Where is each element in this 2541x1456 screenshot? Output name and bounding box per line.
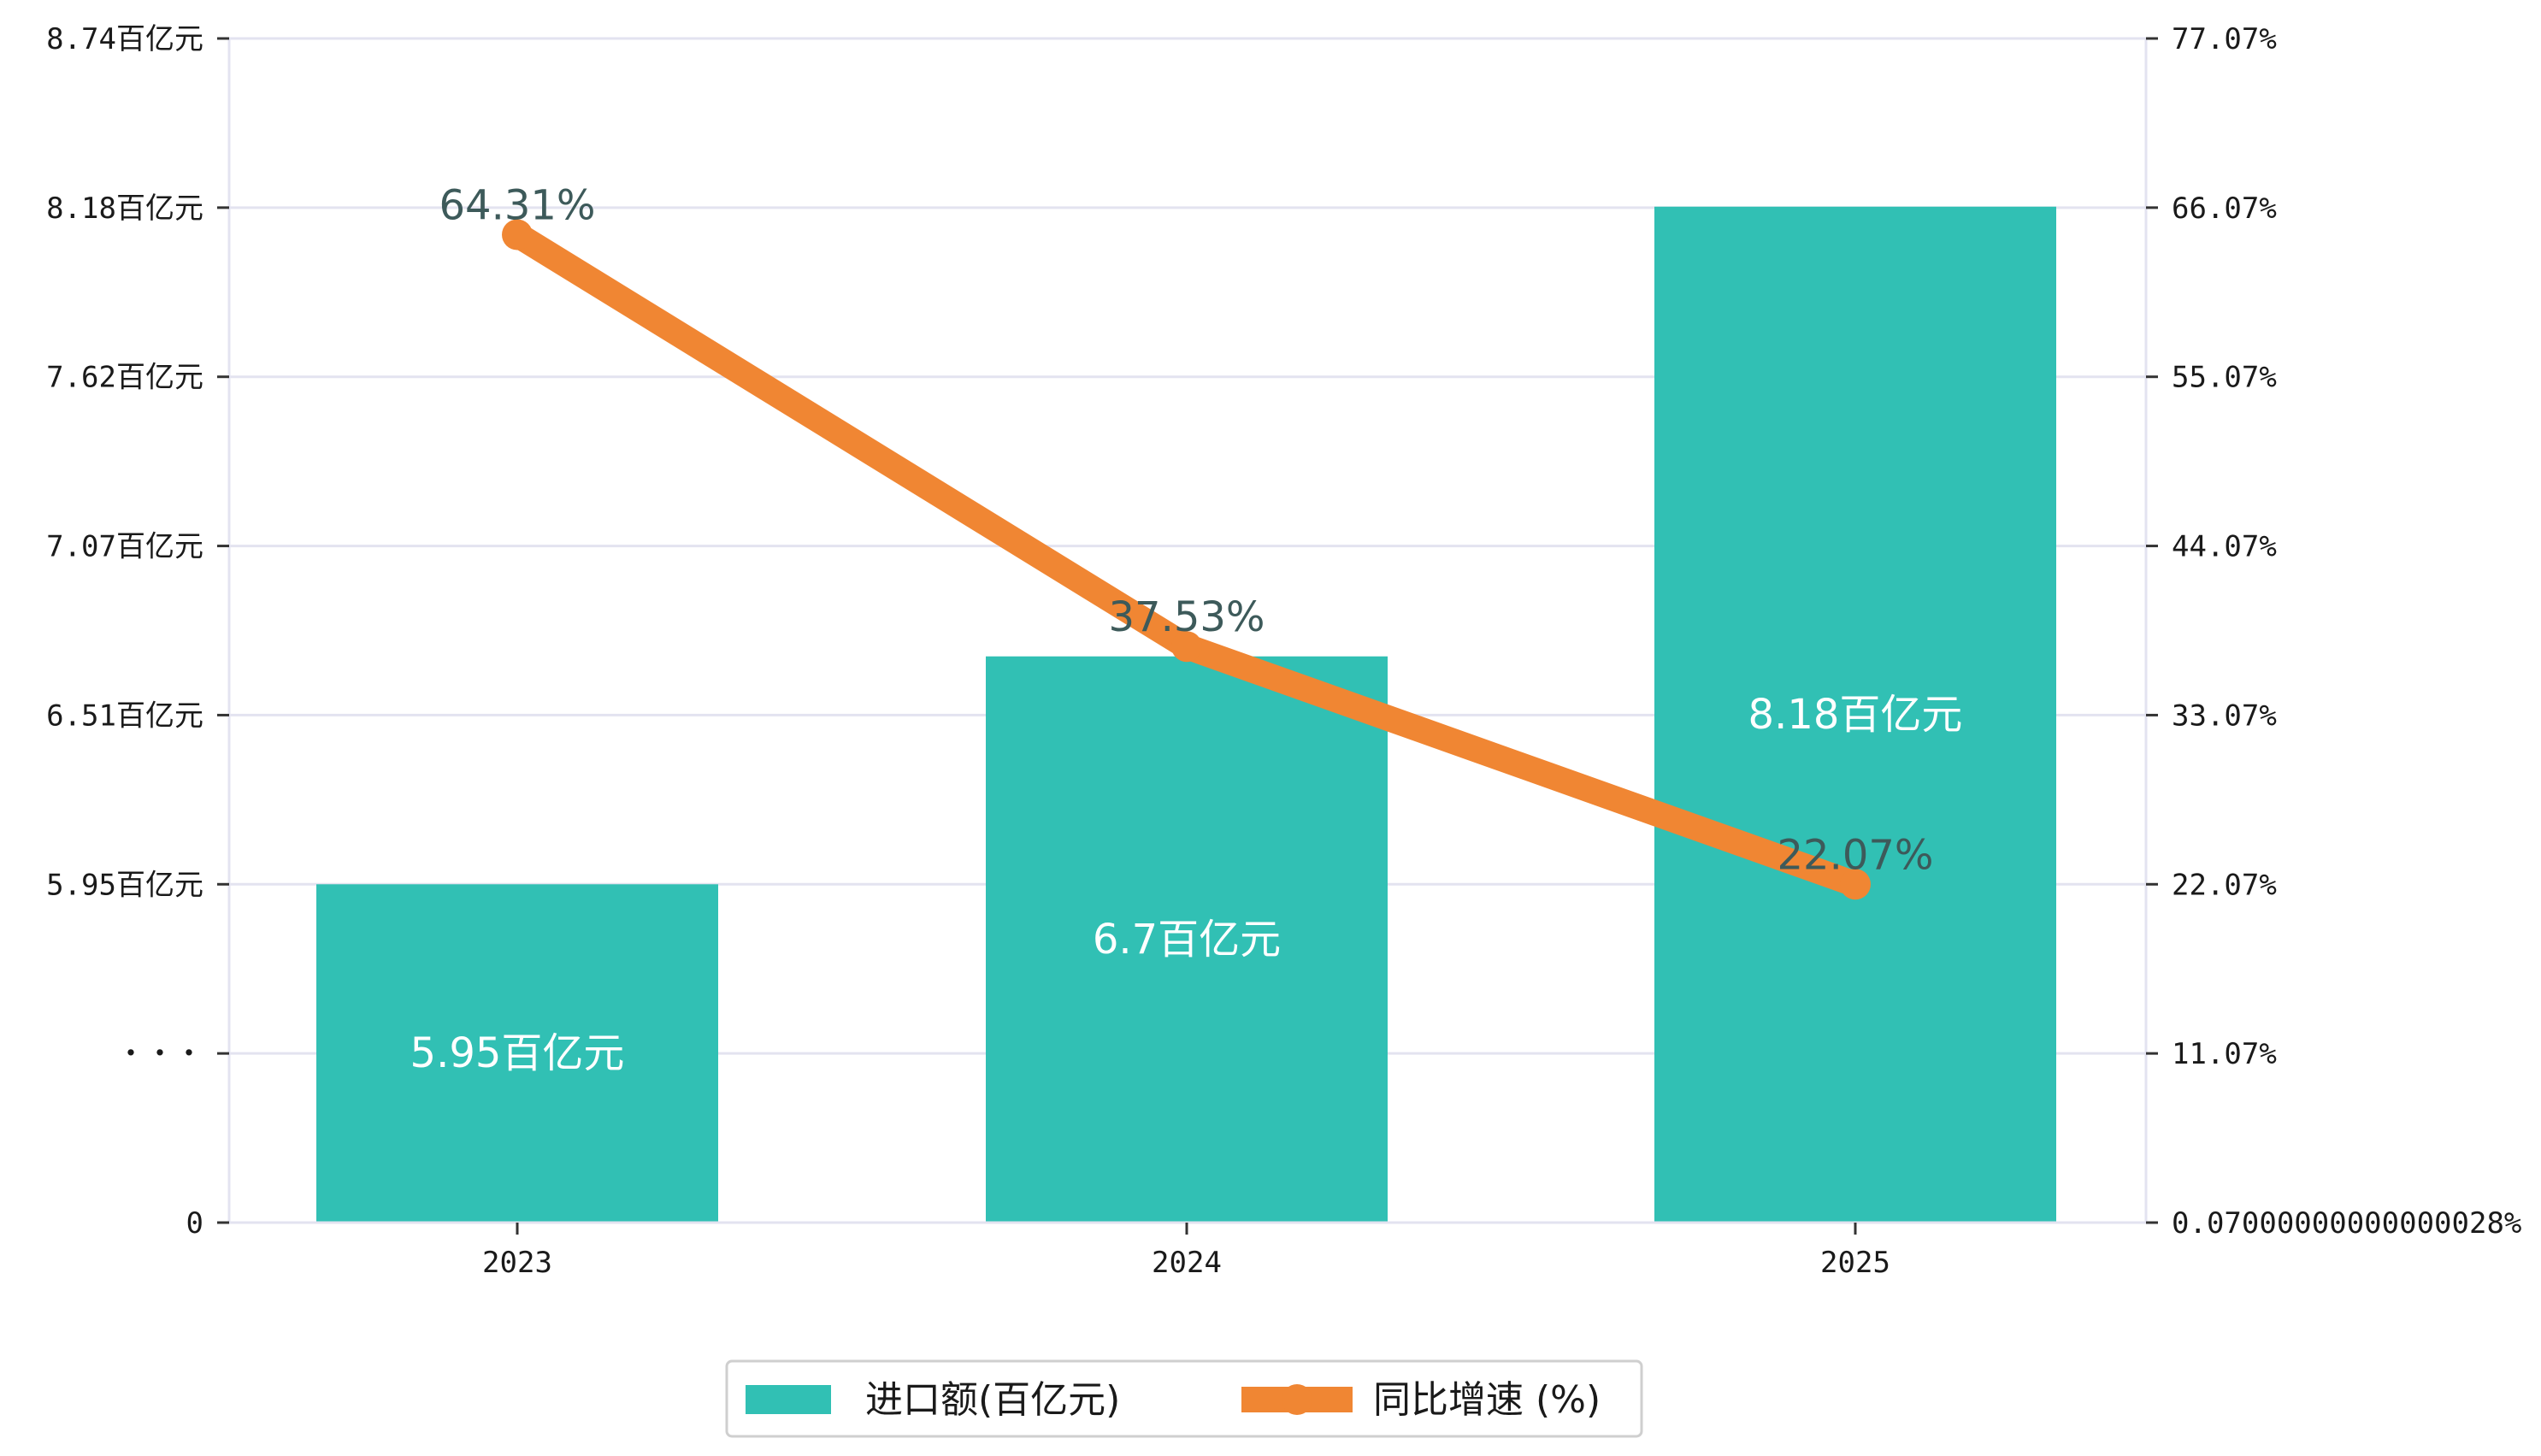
left-axis-ticks: 0 ・・・ 5.95百亿元 6.51百亿元 7.07百亿元 7.62百亿元 8.18百亿元 8… bbox=[46, 22, 229, 1241]
legend-line-marker bbox=[1282, 1384, 1312, 1415]
line-point bbox=[1171, 631, 1202, 663]
bar bbox=[316, 884, 718, 1223]
legend-bar-swatch bbox=[746, 1385, 831, 1414]
right-tick-label: 0.07000000000000028% bbox=[2172, 1206, 2521, 1241]
bar bbox=[1654, 206, 2056, 1223]
legend-bar-label: 进口额(百亿元) bbox=[865, 1378, 1120, 1422]
left-tick-label: 6.51百亿元 bbox=[46, 699, 203, 733]
right-tick-label: 55.07% bbox=[2172, 361, 2277, 395]
legend-frame bbox=[725, 1359, 1643, 1438]
line-data-label: 22.07% bbox=[1777, 831, 1933, 879]
bar bbox=[986, 656, 1388, 1223]
line-data-label: 37.53% bbox=[1108, 593, 1265, 641]
left-tick-label: 7.07百亿元 bbox=[46, 530, 203, 564]
x-axis-ticks: 2023 2024 2025 bbox=[482, 1223, 1890, 1280]
left-tick-label: 8.74百亿元 bbox=[46, 22, 203, 56]
right-tick-label: 44.07% bbox=[2172, 530, 2277, 564]
x-tick-label: 2023 bbox=[482, 1246, 552, 1280]
line-point bbox=[502, 219, 533, 251]
right-tick-label: 33.07% bbox=[2172, 699, 2277, 733]
right-tick-label: 11.07% bbox=[2172, 1037, 2277, 1071]
right-tick-label: 66.07% bbox=[2172, 192, 2277, 226]
left-tick-label: 5.95百亿元 bbox=[46, 868, 203, 902]
bar-series bbox=[316, 206, 2056, 1223]
right-tick-label: 77.07% bbox=[2172, 22, 2277, 56]
line-data-label: 64.31% bbox=[439, 182, 595, 230]
right-axis-ticks: 0.07000000000000028% 11.07% 22.07% 33.07% 44… bbox=[2146, 22, 2521, 1241]
line-data-labels: 64.31% 37.53% 22.07% bbox=[439, 182, 1933, 880]
line-point bbox=[1840, 869, 1871, 900]
right-tick-label: 22.07% bbox=[2172, 868, 2277, 902]
bar-data-label: 5.95百亿元 bbox=[410, 1029, 625, 1077]
bar-data-labels: 5.95百亿元 6.7百亿元 8.18百亿元 bbox=[410, 691, 1963, 1077]
legend-line-label: 同比增速 (%) bbox=[1373, 1378, 1601, 1422]
left-tick-label: 0 bbox=[186, 1206, 203, 1241]
x-tick-label: 2024 bbox=[1152, 1246, 1222, 1280]
left-tick-label: ・・・ bbox=[116, 1037, 203, 1071]
line-series bbox=[502, 219, 1871, 900]
left-tick-label: 7.62百亿元 bbox=[46, 361, 203, 395]
x-tick-label: 2025 bbox=[1820, 1246, 1890, 1280]
bar-data-label: 8.18百亿元 bbox=[1748, 691, 1963, 739]
legend: 进口额(百亿元) 同比增速 (%) bbox=[725, 1359, 1643, 1438]
bar-data-label: 6.7百亿元 bbox=[1093, 916, 1281, 964]
left-tick-label: 8.18百亿元 bbox=[46, 192, 203, 226]
